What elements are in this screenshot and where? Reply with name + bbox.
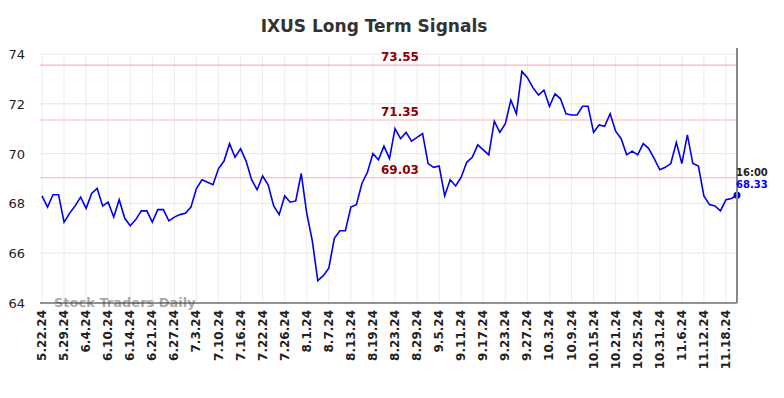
grid-line <box>174 54 175 303</box>
grid-line <box>284 54 285 303</box>
x-tick-label: 11.18.24 <box>719 310 733 369</box>
y-tick-label: 68 <box>8 196 25 211</box>
y-tick-label: 70 <box>8 147 25 162</box>
grid-line <box>681 54 682 303</box>
x-tick-label: 10.31.24 <box>653 310 667 369</box>
x-tick-label: 5.22.24 <box>35 310 49 361</box>
chart: IXUS Long Term Signals 64 66 68 70 72 74 5.22.2… <box>0 0 784 398</box>
grid-line <box>152 54 153 303</box>
grid-line <box>395 54 396 303</box>
grid-line <box>240 54 241 303</box>
x-tick-label: 7.16.24 <box>234 310 248 361</box>
last-value-label: 68.33 <box>736 179 768 190</box>
plot-area <box>40 65 737 280</box>
grid-line <box>218 54 219 303</box>
grid-line <box>86 54 87 303</box>
signal-line <box>40 177 737 178</box>
x-tick-label: 8.23.24 <box>388 310 402 361</box>
x-tick-label: 7.26.24 <box>278 310 292 361</box>
x-tick-label: 8.19.24 <box>366 310 380 361</box>
x-tick-label: 7.10.24 <box>212 310 226 361</box>
time-label: 16:00 <box>736 167 768 178</box>
x-tick-label: 9.27.24 <box>520 310 534 361</box>
grid-line <box>40 303 737 304</box>
signal-label: 73.55 <box>381 50 419 64</box>
signal-line <box>40 119 737 120</box>
x-tick-label: 7.3.24 <box>189 310 203 353</box>
grid-line <box>593 54 594 303</box>
grid-line <box>505 54 506 303</box>
x-tick-label: 10.9.24 <box>565 310 579 361</box>
x-tick-label: 9.5.24 <box>432 310 446 353</box>
grid-line <box>350 54 351 303</box>
x-tick-label: 9.17.24 <box>476 310 490 361</box>
x-tick-label: 6.27.24 <box>167 310 181 361</box>
x-tick-label: 9.23.24 <box>498 310 512 361</box>
x-tick-label: 6.14.24 <box>123 310 137 361</box>
grid-line <box>637 54 638 303</box>
x-tick-label: 11.6.24 <box>675 310 689 361</box>
grid-line <box>439 54 440 303</box>
grid-line <box>130 54 131 303</box>
grid-line <box>64 54 65 303</box>
grid-line <box>40 203 737 204</box>
grid-line <box>615 54 616 303</box>
grid-line <box>42 54 43 303</box>
x-tick-label: 6.21.24 <box>145 310 159 361</box>
y-tick-label: 66 <box>8 246 25 261</box>
x-tick-label: 7.22.24 <box>256 310 270 361</box>
signal-label: 71.35 <box>381 105 419 119</box>
y-tick-label: 72 <box>8 97 25 112</box>
y-tick-label: 64 <box>8 296 25 311</box>
grid-line <box>40 253 737 254</box>
x-tick-label: 8.1.24 <box>300 310 314 353</box>
x-axis <box>40 303 737 304</box>
price-line <box>42 71 737 280</box>
x-tick-label: 9.11.24 <box>454 310 468 361</box>
grid-line <box>306 54 307 303</box>
x-tick-label: 10.3.24 <box>542 310 556 361</box>
x-tick-label: 10.25.24 <box>631 310 645 369</box>
x-tick-label: 6.4.24 <box>79 310 93 353</box>
grid-line <box>725 54 726 303</box>
x-tick-label: 8.29.24 <box>410 310 424 361</box>
grid-line <box>549 54 550 303</box>
grid-line <box>571 54 572 303</box>
grid-line <box>527 54 528 303</box>
grid-line <box>659 54 660 303</box>
x-tick-label: 8.7.24 <box>322 310 336 353</box>
background <box>0 0 784 398</box>
x-tick-label: 8.13.24 <box>344 310 358 361</box>
grid-line <box>372 54 373 303</box>
x-tick-label: 5.29.24 <box>57 310 71 361</box>
grid-line <box>196 54 197 303</box>
title: IXUS Long Term Signals <box>261 16 488 36</box>
signal-line <box>40 65 737 66</box>
grid-line <box>703 54 704 303</box>
grid-line <box>483 54 484 303</box>
grid-line <box>417 54 418 303</box>
x-tick-label: 10.21.24 <box>609 310 623 369</box>
x-tick-label: 10.15.24 <box>587 310 601 369</box>
grid-line <box>40 153 737 154</box>
x-tick-label: 6.10.24 <box>101 310 115 361</box>
signal-label: 69.03 <box>381 163 419 177</box>
grid-line <box>108 54 109 303</box>
x-tick-label: 11.12.24 <box>697 310 711 369</box>
y-tick-label: 74 <box>8 47 25 62</box>
